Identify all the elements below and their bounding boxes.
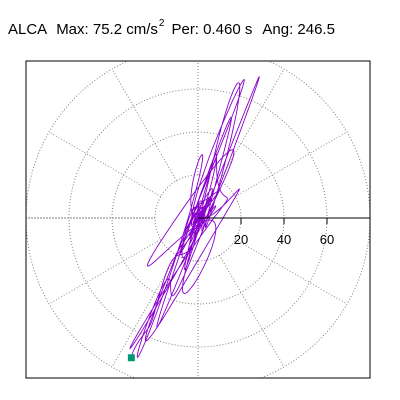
grid-spoke-210 (48, 239, 162, 305)
grid-spoke-30 (234, 131, 348, 197)
axis-tick-label-60: 60 (320, 232, 334, 247)
station-code: ALCA (8, 21, 48, 38)
grid-spoke-120 (111, 68, 177, 182)
endpoint-marker (127, 354, 135, 362)
period-label: Per: (171, 21, 199, 38)
angle-value: 246.5 (297, 21, 335, 38)
period-value: 0.460 s (203, 21, 253, 38)
axis-tick-label-20: 20 (234, 232, 248, 247)
grid-spoke-330 (234, 239, 348, 305)
grid-spoke-60 (219, 68, 285, 182)
trace-path (129, 76, 260, 359)
max-value: 75.2 cm/s (92, 21, 158, 38)
axis-tick-label-40: 40 (277, 232, 291, 247)
plot-frame (25, 60, 371, 379)
motion-trace (129, 76, 260, 359)
grid-spoke-150 (48, 131, 162, 197)
max-label: Max: (56, 21, 89, 38)
radial-axis: 20 40 60 (127, 217, 370, 362)
chart-header: ALCA Max: 75.2 cm/s2 Per: 0.460 s Ang: 246.… (8, 18, 335, 38)
max-unit-exponent: 2 (158, 18, 165, 29)
angle-label: Ang: (262, 21, 294, 38)
grid-spoke-300 (219, 254, 285, 368)
